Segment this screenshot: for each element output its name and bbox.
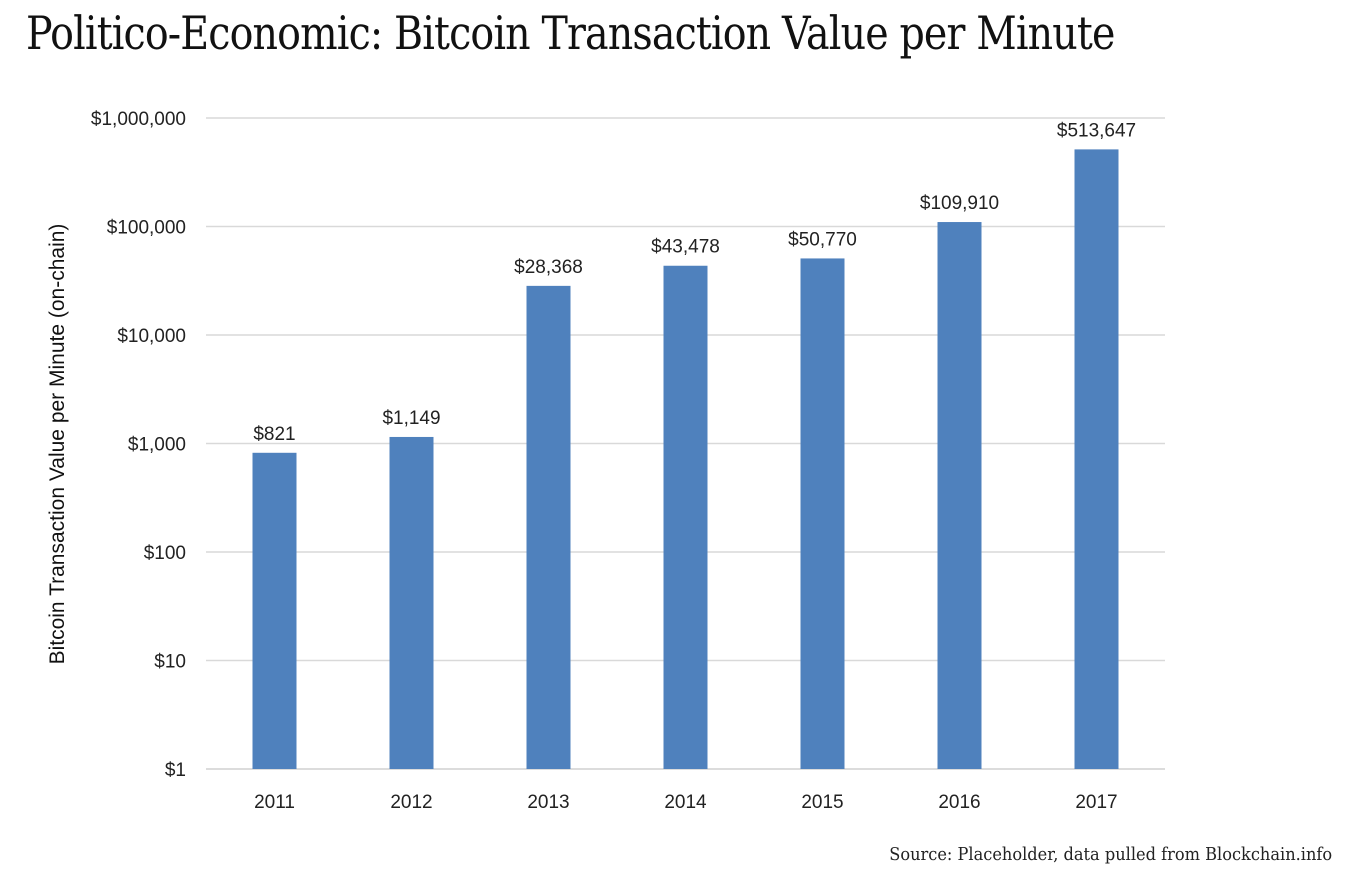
data-label-2017: $513,647 [1057, 120, 1136, 141]
x-tick-label: 2014 [664, 792, 707, 813]
y-axis-label: Bitcoin Transaction Value per Minute (on… [46, 224, 69, 665]
data-label-2016: $109,910 [920, 193, 999, 214]
source-note: Source: Placeholder, data pulled from Bl… [889, 844, 1332, 865]
x-tick-label: 2016 [938, 792, 980, 813]
y-tick-label: $10,000 [117, 326, 186, 347]
bar-2011 [252, 452, 297, 769]
data-label-2012: $1,149 [382, 408, 440, 429]
y-tick-label: $100 [144, 543, 186, 564]
x-tick-label: 2015 [801, 792, 843, 813]
y-axis-ticks: $1 $10 $100 $1,000 $10,000 $100,000 $1,000,000 [91, 109, 186, 781]
y-tick-label: $10 [154, 652, 186, 673]
chart-title: Politico-Economic: Bitcoin Transaction V… [26, 6, 1115, 60]
bar-2012 [389, 436, 434, 769]
y-tick-label: $1,000 [128, 435, 186, 456]
bar-2014 [663, 265, 708, 769]
data-label-2014: $43,478 [651, 237, 720, 258]
x-tick-label: 2012 [390, 792, 432, 813]
bar-2017 [1074, 149, 1119, 769]
data-label-2011: $821 [253, 424, 295, 445]
data-label-2015: $50,770 [788, 229, 857, 250]
y-tick-label: $100,000 [107, 218, 186, 239]
x-tick-label: 2013 [527, 792, 569, 813]
x-tick-label: 2011 [254, 792, 295, 813]
x-axis-ticks: 2011 2012 2013 2014 2015 2016 2017 [254, 792, 1118, 813]
x-tick-label: 2017 [1075, 792, 1117, 813]
bars [252, 149, 1119, 769]
data-label-2013: $28,368 [514, 257, 583, 278]
data-labels: $821 $1,149 $28,368 $43,478 $50,770 $109,910 $… [253, 120, 1136, 444]
bar-2016 [937, 222, 982, 769]
bar-2015 [800, 258, 845, 769]
y-tick-label: $1 [165, 760, 186, 781]
bar-2013 [526, 285, 571, 769]
y-tick-label: $1,000,000 [91, 109, 186, 130]
